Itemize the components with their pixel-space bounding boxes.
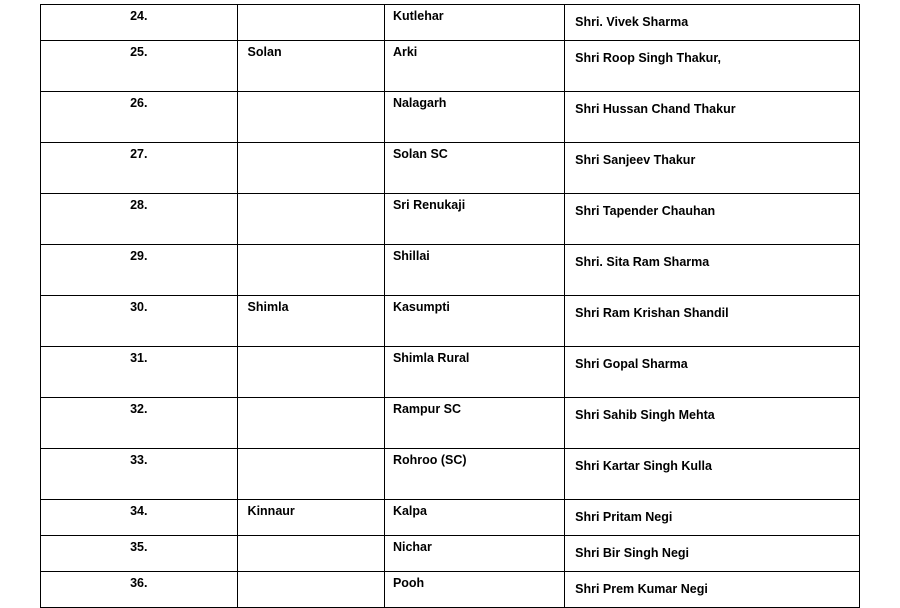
table-body: 24. Kutlehar Shri. Vivek Sharma 25. Sola… [41, 5, 860, 608]
cell-name: Shri Gopal Sharma [565, 347, 860, 398]
cell-sn: 29. [41, 245, 238, 296]
cell-sn: 35. [41, 536, 238, 572]
cell-district [237, 92, 384, 143]
table-row: 26. Nalagarh Shri Hussan Chand Thakur [41, 92, 860, 143]
table-row: 24. Kutlehar Shri. Vivek Sharma [41, 5, 860, 41]
cell-name: Shri. Vivek Sharma [565, 5, 860, 41]
cell-district [237, 536, 384, 572]
cell-area: Arki [384, 41, 564, 92]
table-row: 32. Rampur SC Shri Sahib Singh Mehta [41, 398, 860, 449]
constituency-table: 24. Kutlehar Shri. Vivek Sharma 25. Sola… [40, 4, 860, 608]
cell-name: Shri Sahib Singh Mehta [565, 398, 860, 449]
cell-district: Solan [237, 41, 384, 92]
cell-area: Kutlehar [384, 5, 564, 41]
cell-sn: 31. [41, 347, 238, 398]
table-row: 33. Rohroo (SC) Shri Kartar Singh Kulla [41, 449, 860, 500]
cell-sn: 26. [41, 92, 238, 143]
cell-district [237, 5, 384, 41]
cell-name: Shri. Sita Ram Sharma [565, 245, 860, 296]
cell-name: Shri Tapender Chauhan [565, 194, 860, 245]
cell-area: Rohroo (SC) [384, 449, 564, 500]
cell-name: Shri Prem Kumar Negi [565, 572, 860, 608]
table-row: 35. Nichar Shri Bir Singh Negi [41, 536, 860, 572]
cell-district [237, 143, 384, 194]
cell-area: Nichar [384, 536, 564, 572]
cell-area: Sri Renukaji [384, 194, 564, 245]
cell-district [237, 572, 384, 608]
cell-sn: 24. [41, 5, 238, 41]
cell-sn: 25. [41, 41, 238, 92]
table-row: 36. Pooh Shri Prem Kumar Negi [41, 572, 860, 608]
cell-sn: 28. [41, 194, 238, 245]
cell-district: Shimla [237, 296, 384, 347]
cell-area: Solan SC [384, 143, 564, 194]
cell-sn: 36. [41, 572, 238, 608]
cell-area: Shillai [384, 245, 564, 296]
cell-name: Shri Sanjeev Thakur [565, 143, 860, 194]
cell-name: Shri Roop Singh Thakur, [565, 41, 860, 92]
cell-district [237, 347, 384, 398]
cell-area: Pooh [384, 572, 564, 608]
cell-area: Shimla Rural [384, 347, 564, 398]
cell-area: Kasumpti [384, 296, 564, 347]
cell-area: Rampur SC [384, 398, 564, 449]
cell-name: Shri Bir Singh Negi [565, 536, 860, 572]
cell-district [237, 245, 384, 296]
table-row: 27. Solan SC Shri Sanjeev Thakur [41, 143, 860, 194]
table-row: 29. Shillai Shri. Sita Ram Sharma [41, 245, 860, 296]
cell-sn: 30. [41, 296, 238, 347]
table-row: 31. Shimla Rural Shri Gopal Sharma [41, 347, 860, 398]
cell-sn: 34. [41, 500, 238, 536]
cell-district [237, 449, 384, 500]
table-row: 34. Kinnaur Kalpa Shri Pritam Negi [41, 500, 860, 536]
table-row: 25. Solan Arki Shri Roop Singh Thakur, [41, 41, 860, 92]
cell-district: Kinnaur [237, 500, 384, 536]
table-row: 28. Sri Renukaji Shri Tapender Chauhan [41, 194, 860, 245]
cell-district [237, 398, 384, 449]
cell-name: Shri Pritam Negi [565, 500, 860, 536]
cell-area: Nalagarh [384, 92, 564, 143]
cell-sn: 32. [41, 398, 238, 449]
table-row: 30. Shimla Kasumpti Shri Ram Krishan Sha… [41, 296, 860, 347]
cell-name: Shri Hussan Chand Thakur [565, 92, 860, 143]
cell-name: Shri Ram Krishan Shandil [565, 296, 860, 347]
cell-sn: 33. [41, 449, 238, 500]
cell-sn: 27. [41, 143, 238, 194]
cell-district [237, 194, 384, 245]
cell-area: Kalpa [384, 500, 564, 536]
cell-name: Shri Kartar Singh Kulla [565, 449, 860, 500]
